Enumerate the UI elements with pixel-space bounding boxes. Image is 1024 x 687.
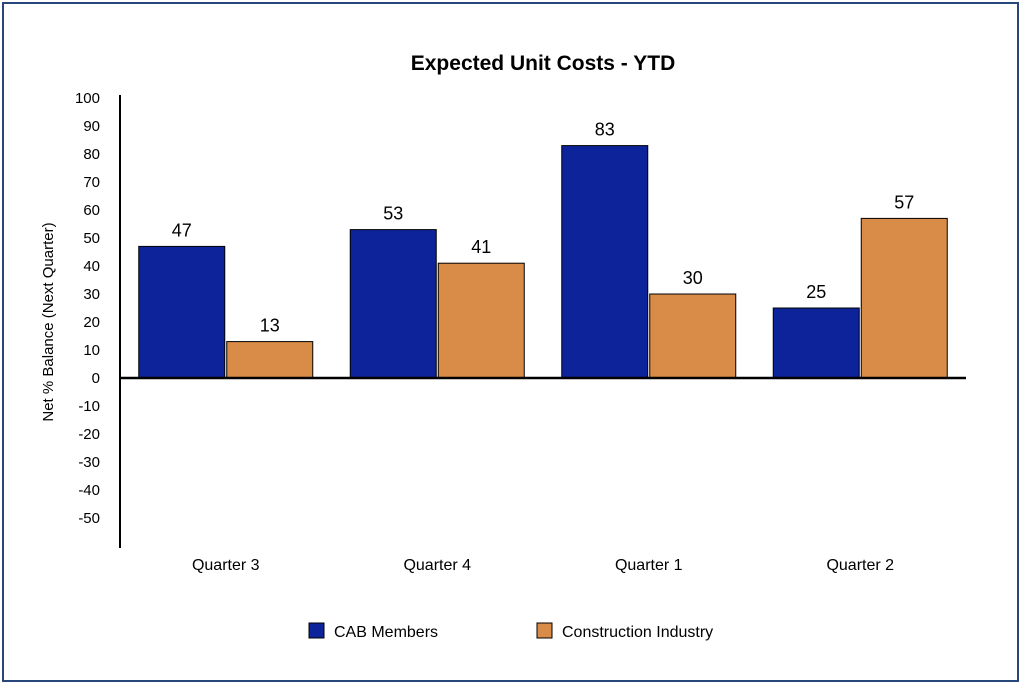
y-tick-label: 10 <box>83 342 100 359</box>
y-tick-label: 100 <box>75 90 100 107</box>
bar-construction-industry <box>860 217 948 379</box>
bar-construction-industry <box>226 341 314 379</box>
y-tick-label: 90 <box>83 118 100 135</box>
y-tick-label: 40 <box>83 258 100 275</box>
chart-title: Expected Unit Costs - YTD <box>411 52 676 75</box>
x-axis-labels: Quarter 3 Quarter 4 Quarter 1 Quarter 2 <box>192 557 894 574</box>
data-label: 57 <box>894 192 914 212</box>
bar-cab-members <box>561 145 649 379</box>
bar-cab-members <box>138 245 226 379</box>
y-tick-label: 80 <box>83 146 100 163</box>
y-tick-label: -40 <box>78 482 100 499</box>
y-tick-label: 60 <box>83 202 100 219</box>
x-tick-label: Quarter 3 <box>192 557 260 574</box>
y-tick-label: -50 <box>78 510 100 527</box>
y-tick-label: -20 <box>78 426 100 443</box>
legend-label: CAB Members <box>334 624 438 641</box>
bars <box>138 145 948 379</box>
y-tick-label: -10 <box>78 398 100 415</box>
x-tick-label: Quarter 4 <box>403 557 471 574</box>
data-label: 13 <box>260 316 280 336</box>
data-label: 41 <box>471 237 491 257</box>
data-labels: 47 13 53 41 83 30 25 57 <box>172 120 915 336</box>
data-label: 47 <box>172 220 192 240</box>
y-axis-label: Net % Balance (Next Quarter) <box>40 222 57 421</box>
bar-cab-members <box>772 307 860 379</box>
legend-label: Construction Industry <box>562 624 713 641</box>
data-label: 53 <box>383 204 403 224</box>
y-tick-label: 30 <box>83 286 100 303</box>
legend: CAB Members Construction Industry <box>308 622 713 641</box>
data-label: 83 <box>595 120 615 140</box>
y-tick-label: 20 <box>83 314 100 331</box>
y-tick-label: 0 <box>92 370 100 387</box>
legend-swatch <box>536 622 553 639</box>
legend-swatch <box>308 622 325 639</box>
y-tick-label: 70 <box>83 174 100 191</box>
y-tick-label: 50 <box>83 230 100 247</box>
data-label: 25 <box>806 282 826 302</box>
x-tick-label: Quarter 1 <box>615 557 683 574</box>
data-label: 30 <box>683 268 703 288</box>
y-tick-label: -30 <box>78 454 100 471</box>
x-tick-label: Quarter 2 <box>826 557 894 574</box>
bar-construction-industry <box>437 262 525 379</box>
bar-cab-members <box>349 229 437 379</box>
bar-construction-industry <box>649 293 737 379</box>
